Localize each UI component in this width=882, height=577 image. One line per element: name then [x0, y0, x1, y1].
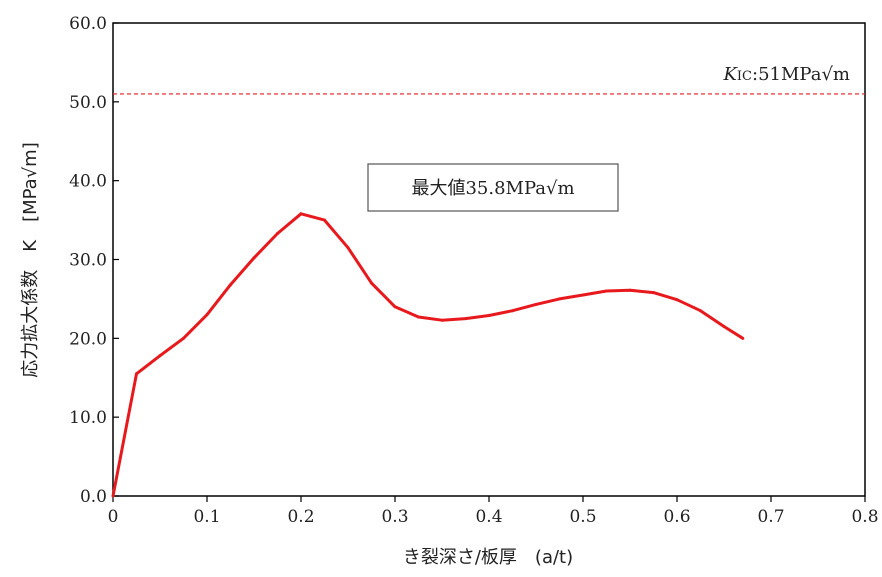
data-point [252, 256, 256, 260]
data-point [487, 313, 491, 317]
y-axis-label: 応力拡大係数 K [MPa√m] [20, 142, 41, 377]
data-point [393, 305, 397, 309]
data-point [229, 283, 232, 287]
data-point [182, 336, 185, 340]
data-point [511, 309, 514, 313]
data-point [158, 354, 162, 358]
y-axis: 0.0 10.0 20.0 30.0 40.0 50.0 60.0 [69, 14, 119, 507]
x-tick-label: 0.8 [851, 507, 878, 527]
data-point [699, 309, 702, 313]
y-tick-label: 10.0 [69, 408, 107, 428]
max-value-label: 最大値35.8MPa√m [411, 178, 574, 199]
data-point [205, 313, 209, 317]
data-point [299, 212, 303, 216]
x-tick-label: 0.2 [287, 507, 314, 527]
data-point [276, 231, 279, 235]
y-tick-label: 0.0 [80, 487, 107, 507]
x-tick-label: 0.3 [381, 507, 408, 527]
x-axis: 0 0.1 0.2 0.3 0.4 0.5 0.6 0.7 0.8 [108, 496, 879, 527]
x-tick-label: 0.7 [757, 507, 784, 527]
data-point [135, 372, 138, 376]
data-point [111, 494, 115, 498]
data-point [652, 291, 655, 295]
kic-label: KIC:51MPa√m [722, 64, 850, 85]
data-point [558, 297, 561, 301]
series-line [111, 212, 744, 497]
kic-label-k: K [722, 64, 738, 85]
data-point [417, 315, 420, 319]
y-tick-label: 20.0 [69, 329, 107, 349]
max-value-box [367, 163, 619, 212]
data-point [675, 298, 679, 302]
data-point [370, 281, 373, 285]
data-point [440, 318, 444, 322]
data-point [722, 325, 726, 329]
y-tick-label: 50.0 [69, 93, 107, 113]
data-point [605, 289, 608, 293]
data-point [628, 288, 632, 292]
data-point [346, 246, 350, 250]
data-point [534, 302, 538, 306]
series-points [111, 212, 745, 498]
x-axis-label: き裂深さ/板厚 (a/t) [403, 547, 573, 568]
x-tick-label: 0.4 [475, 507, 502, 527]
data-point [323, 218, 326, 222]
x-tick-label: 0.5 [569, 507, 596, 527]
data-point [581, 293, 585, 297]
y-tick-label: 60.0 [69, 14, 107, 34]
kic-label-value: :51MPa√m [752, 64, 850, 85]
y-tick-label: 40.0 [69, 172, 107, 192]
kic-label-sub: IC [737, 69, 752, 84]
x-tick-label: 0.1 [193, 507, 220, 527]
x-tick-label: 0.6 [663, 507, 690, 527]
y-tick-label: 30.0 [69, 251, 107, 271]
data-point [464, 317, 467, 321]
data-point [741, 336, 745, 340]
x-tick-label: 0 [108, 507, 119, 527]
